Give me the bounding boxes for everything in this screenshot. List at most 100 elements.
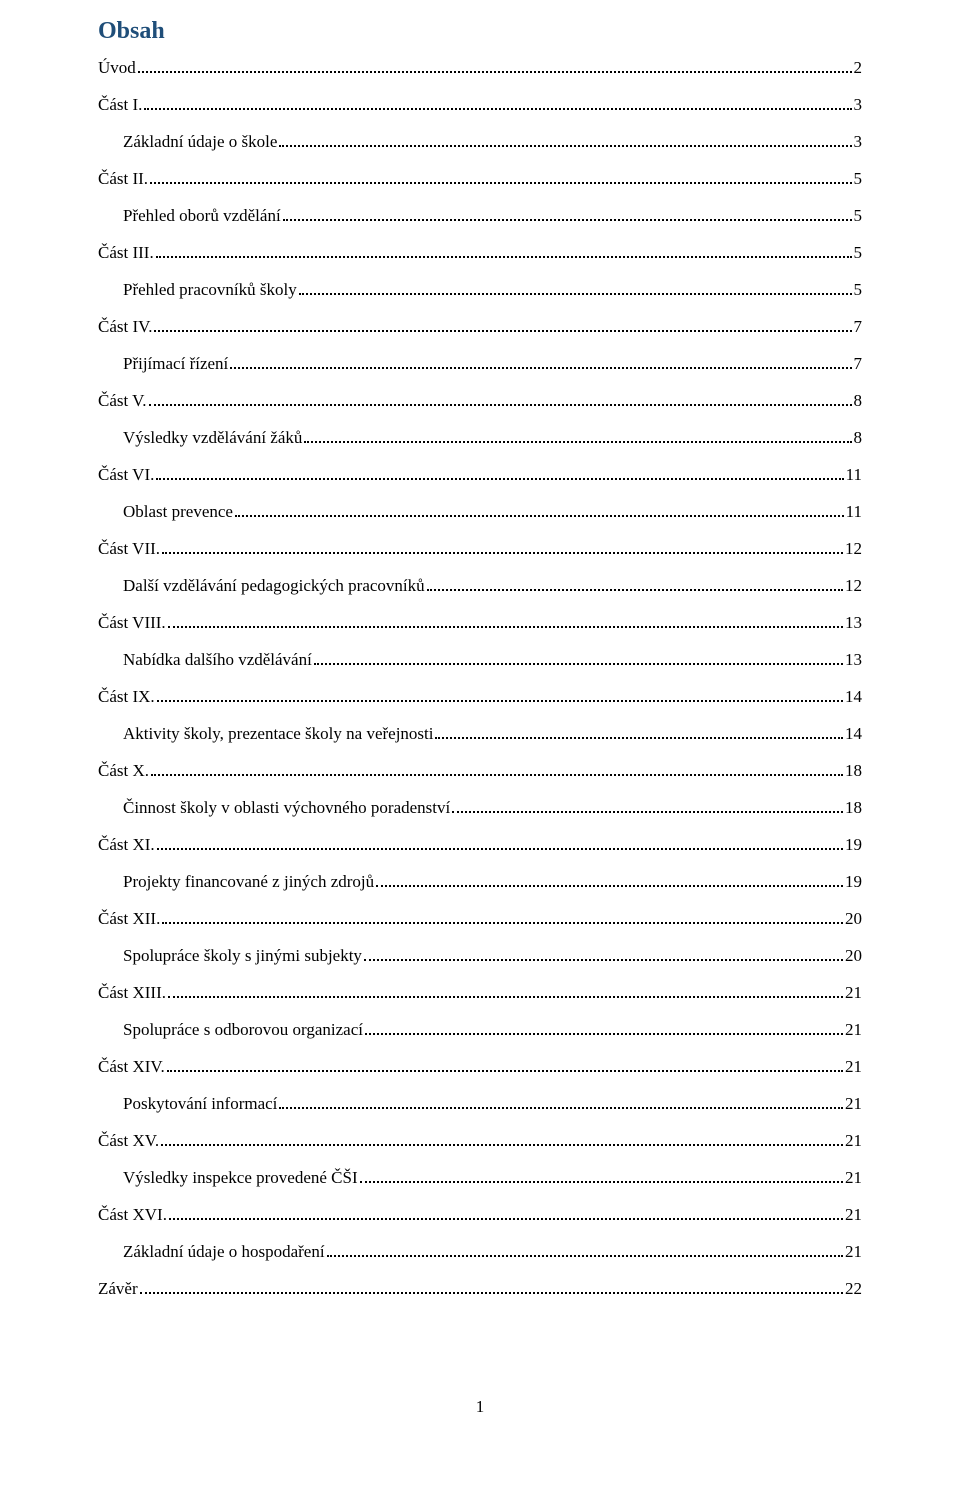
- toc-row: Spolupráce s odborovou organizací21: [98, 1021, 862, 1038]
- toc-entry-label: Část XV.: [98, 1132, 159, 1149]
- toc-leader: [435, 725, 843, 739]
- toc-entry-label: Přehled oborů vzdělání: [123, 207, 281, 224]
- toc-row: Přijímací řízení7: [98, 355, 862, 372]
- toc-row: Poskytování informací21: [98, 1095, 862, 1112]
- toc-leader: [140, 1280, 843, 1294]
- toc-row: Část XI. 19: [98, 836, 862, 853]
- toc-leader: [167, 1058, 843, 1072]
- toc-row: Část XII.20: [98, 910, 862, 927]
- toc-leader: [162, 540, 843, 554]
- toc-leader: [235, 503, 844, 517]
- toc-leader: [279, 1095, 843, 1109]
- toc-entry-label: Část VII.: [98, 540, 160, 557]
- toc-entry-page: 21: [845, 1021, 862, 1038]
- toc-row: Výsledky inspekce provedené ČŠI 21: [98, 1169, 862, 1186]
- toc-entry-page: 22: [845, 1280, 862, 1297]
- toc-row: Výsledky vzdělávání žáků8: [98, 429, 862, 446]
- toc-entry-page: 12: [845, 577, 862, 594]
- toc-entry-page: 21: [845, 1058, 862, 1075]
- toc-row: Přehled oborů vzdělání5: [98, 207, 862, 224]
- toc-entry-page: 14: [845, 688, 862, 705]
- toc-leader: [168, 614, 843, 628]
- toc-entry-label: Část I.: [98, 96, 142, 113]
- toc-entry-label: Výsledky inspekce provedené ČŠI: [123, 1169, 358, 1186]
- toc-row: Spolupráce školy s jinými subjekty20: [98, 947, 862, 964]
- toc-entry-page: 3: [854, 96, 863, 113]
- page-number: 1: [98, 1397, 862, 1417]
- toc-entry-page: 20: [845, 947, 862, 964]
- toc-leader: [162, 910, 843, 924]
- toc-leader: [161, 1132, 843, 1146]
- toc-entry-page: 18: [845, 799, 862, 816]
- toc-entry-label: Přijímací řízení: [123, 355, 228, 372]
- toc-entry-label: Část III.: [98, 244, 154, 261]
- toc-entry-page: 19: [845, 873, 862, 890]
- toc-entry-page: 21: [845, 1243, 862, 1260]
- toc-entry-page: 11: [846, 503, 862, 520]
- toc-entry-page: 19: [845, 836, 862, 853]
- toc-entry-page: 3: [854, 133, 863, 150]
- toc-entry-page: 21: [845, 1206, 862, 1223]
- toc-entry-page: 21: [845, 984, 862, 1001]
- toc-row: Nabídka dalšího vzdělávání 13: [98, 651, 862, 668]
- toc-row: Projekty financované z jiných zdrojů19: [98, 873, 862, 890]
- toc-entry-label: Přehled pracovníků školy: [123, 281, 297, 298]
- toc-row: Základní údaje o škole3: [98, 133, 862, 150]
- toc-leader: [150, 170, 851, 184]
- toc-entry-page: 21: [845, 1132, 862, 1149]
- toc-entry-page: 21: [845, 1169, 862, 1186]
- toc-leader: [157, 836, 843, 850]
- toc-leader: [452, 799, 843, 813]
- document-page: Obsah Úvod2Část I.3Základní údaje o škol…: [0, 0, 960, 1457]
- toc-leader: [157, 688, 843, 702]
- toc-row: Část I. 3: [98, 96, 862, 113]
- toc-entry-label: Část XIV.: [98, 1058, 165, 1075]
- toc-entry-label: Závěr: [98, 1280, 138, 1297]
- toc-entry-label: Část VIII.: [98, 614, 166, 631]
- toc-entry-label: Část VI.: [98, 466, 154, 483]
- toc-entry-page: 8: [854, 392, 863, 409]
- toc-leader: [149, 392, 852, 406]
- toc-leader: [156, 244, 852, 258]
- toc-entry-label: Část V.: [98, 392, 147, 409]
- toc-entry-page: 5: [854, 244, 863, 261]
- toc-row: Činnost školy v oblasti výchovného porad…: [98, 799, 862, 816]
- toc-entry-label: Nabídka dalšího vzdělávání: [123, 651, 312, 668]
- toc-row: Oblast prevence 11: [98, 503, 862, 520]
- toc-leader: [365, 1021, 843, 1035]
- toc-entry-label: Část XVI.: [98, 1206, 167, 1223]
- toc-row: Část XVI. 21: [98, 1206, 862, 1223]
- toc-entry-label: Poskytování informací: [123, 1095, 277, 1112]
- toc-entry-page: 13: [845, 651, 862, 668]
- toc-row: Část IV.7: [98, 318, 862, 335]
- toc-row: Část XV. 21: [98, 1132, 862, 1149]
- toc-leader: [364, 947, 843, 961]
- toc-leader: [314, 651, 843, 665]
- toc-row: Přehled pracovníků školy5: [98, 281, 862, 298]
- toc-entry-label: Základní údaje o hospodaření: [123, 1243, 325, 1260]
- toc-row: Další vzdělávání pedagogických pracovník…: [98, 577, 862, 594]
- toc-leader: [427, 577, 843, 591]
- toc-leader: [230, 355, 851, 369]
- toc-row: Část X.18: [98, 762, 862, 779]
- toc-entry-label: Část IX.: [98, 688, 155, 705]
- toc-row: Základní údaje o hospodaření 21: [98, 1243, 862, 1260]
- toc-leader: [138, 59, 852, 73]
- toc-entry-label: Oblast prevence: [123, 503, 233, 520]
- toc-leader: [154, 318, 851, 332]
- toc-entry-page: 5: [854, 170, 863, 187]
- toc-row: Část V. 8: [98, 392, 862, 409]
- toc-entry-page: 11: [846, 466, 862, 483]
- toc-entry-label: Další vzdělávání pedagogických pracovník…: [123, 577, 425, 594]
- toc-entry-label: Aktivity školy, prezentace školy na veře…: [123, 725, 433, 742]
- toc-row: Úvod2: [98, 59, 862, 76]
- toc-entry-page: 7: [854, 318, 863, 335]
- toc-leader: [168, 984, 843, 998]
- toc-entry-label: Výsledky vzdělávání žáků: [123, 429, 302, 446]
- toc-entry-page: 12: [845, 540, 862, 557]
- toc-row: Část VI. 11: [98, 466, 862, 483]
- toc-entry-label: Část XI.: [98, 836, 155, 853]
- toc-row: Část XIV. 21: [98, 1058, 862, 1075]
- toc-entry-page: 18: [845, 762, 862, 779]
- toc-leader: [304, 429, 851, 443]
